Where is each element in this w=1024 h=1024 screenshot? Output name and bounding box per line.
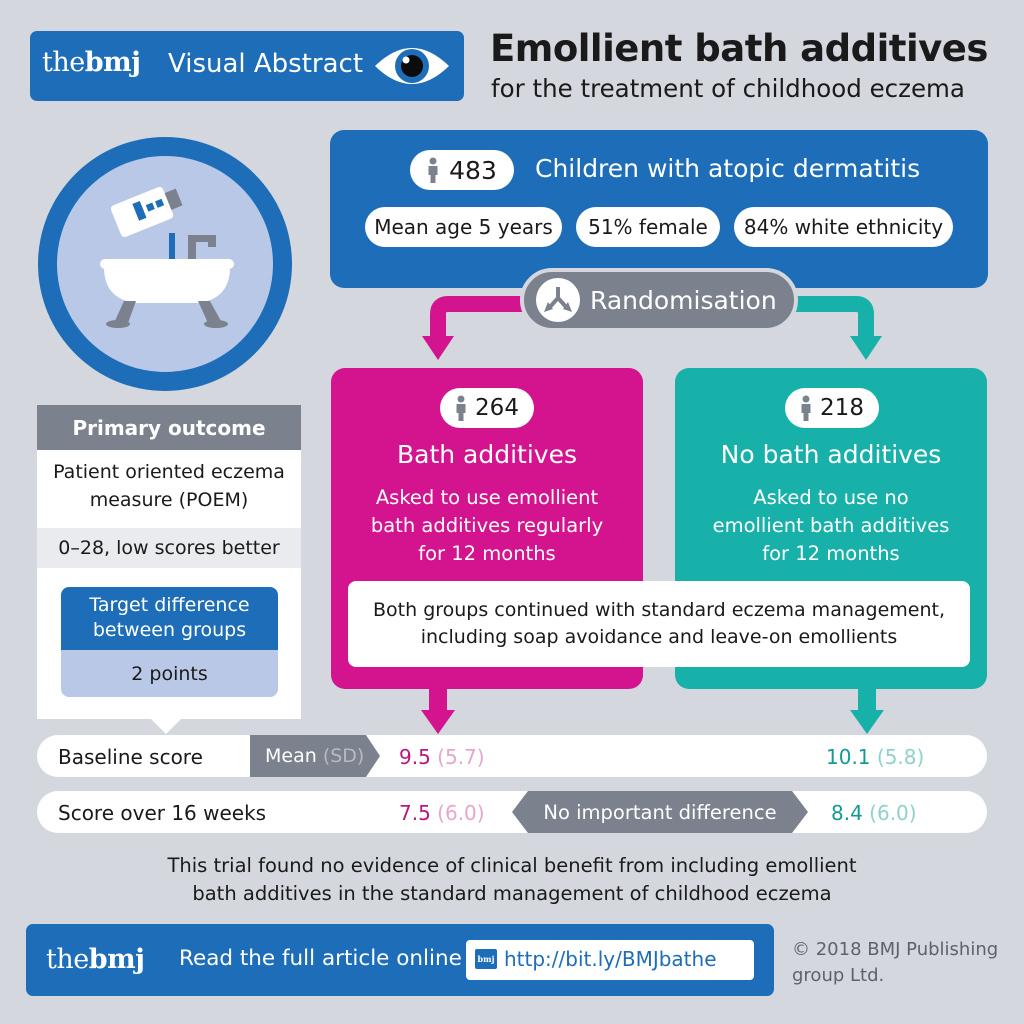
baseline-score-row [37,735,987,777]
mean-label: Mean [265,745,317,767]
arm-b-desc-line: for 12 months [762,542,900,565]
comparison-tag [512,791,808,833]
arrow-nobath-to-scores [858,686,876,712]
arrow-to-no-bath-additives [790,296,874,338]
arm-a-description: Asked to use emollient bath additives re… [331,484,643,568]
arm-a-desc-line: Asked to use emollient [375,486,599,509]
conclusion-line: This trial found no evidence of clinical… [167,854,857,877]
arrow-head-nobath-to-scores [850,710,884,734]
baseline-score-label: Baseline score [58,745,203,769]
logo-the: the [42,47,85,78]
logo-bmj: bmj [84,47,141,78]
logo-the: the [46,944,89,975]
baseline-bath-sd: (5.7) [437,745,485,769]
target-heading-line: Target difference [89,594,250,616]
person-icon [801,395,811,421]
comparison-label: No important difference [543,800,777,824]
target-difference-heading: Target difference between groups [61,587,278,650]
copyright-line: group Ltd. [792,965,885,986]
mean-sd-label: Mean (SD) [265,745,364,767]
page-title: Emollient bath additives [490,27,988,70]
primary-outcome-measure: Patient oriented eczema measure (POEM) [37,458,301,514]
randomisation-label: Randomisation [590,285,777,315]
person-icon [428,157,438,183]
visual-abstract-label: Visual Abstract [168,49,364,79]
person-icon [456,395,466,421]
baseline-nobath-mean: 10.1 [826,745,871,769]
copyright-line: © 2018 BMJ Publishing [792,939,999,960]
arrow-head-bath-additives [422,336,454,360]
article-url-box[interactable] [466,940,754,980]
copyright-notice: © 2018 BMJ Publishing group Ltd. [792,937,998,989]
week16-bath-value: 7.5 (6.0) [399,801,485,825]
target-heading-line: between groups [92,619,247,641]
week16-nobath-mean: 8.4 [831,801,863,825]
population-count-badge: 483 [410,150,514,190]
mean-sd-tag [250,735,380,777]
arm-a-desc-line: for 12 months [418,542,556,565]
arm-a-desc-line: bath additives regularly [370,514,604,537]
randomisation-icon [536,278,580,322]
baseline-nobath-sd: (5.8) [876,745,925,769]
population-count: 483 [449,155,497,185]
arm-b-description: Asked to use no emollient bath additives… [675,484,987,568]
primary-outcome-range: 0–28, low scores better [37,528,301,568]
baseline-bath-value: 9.5 (5.7) [399,745,485,769]
read-full-article-label: Read the full article online [179,946,462,971]
arm-b-title: No bath additives [720,440,942,469]
randomisation-pill: Randomisation [520,268,798,332]
chip-female: 51% female [576,207,720,247]
baseline-bath-mean: 9.5 [399,745,431,769]
arm-a-count: 264 [475,395,519,421]
page-subtitle: for the treatment of childhood eczema [491,74,965,103]
measure-line: Patient oriented eczema [53,461,285,483]
arm-b-count-badge: 218 [785,388,879,428]
arm-a-title: Bath additives [396,440,578,469]
week16-bath-sd: (6.0) [437,801,485,825]
article-url-link[interactable]: http://bit.ly/BMJbathe [504,947,717,971]
bath-icon [38,137,292,391]
week16-bath-mean: 7.5 [399,801,431,825]
both-groups-line: including soap avoidance and leave-on em… [420,626,898,648]
arm-b-desc-line: Asked to use no [753,486,909,509]
both-groups-line: Both groups continued with standard ecze… [373,599,945,621]
arrow-bath-to-scores [429,686,447,712]
measure-line: measure (POEM) [89,489,249,511]
arm-a-count-badge: 264 [440,388,534,428]
baseline-nobath-value: 10.1 (5.8) [826,745,924,769]
chip-mean-age: Mean age 5 years [365,207,562,247]
population-description: Children with atopic dermatitis [535,154,921,183]
arm-b-count: 218 [820,395,864,421]
footer-bmj-logo: thebmj [46,944,145,975]
eye-icon [375,48,449,84]
logo-bmj: bmj [88,944,145,975]
arrow-to-bath-additives [430,296,530,338]
week16-score-label: Score over 16 weeks [58,801,267,825]
arrow-head-no-bath-additives [850,336,882,360]
target-difference-box: Target difference between groups 2 point… [61,587,278,697]
sd-label: (SD) [322,745,365,767]
target-difference-value: 2 points [61,650,278,697]
week16-nobath-value: 8.4 (6.0) [831,801,917,825]
primary-outcome-pointer [150,718,182,734]
conclusion-text: This trial found no evidence of clinical… [60,852,964,908]
chip-ethnicity: 84% white ethnicity [734,207,953,247]
bmj-url-icon: bmj [475,949,497,969]
primary-outcome-heading: Primary outcome [37,405,301,450]
week16-nobath-sd: (6.0) [869,801,917,825]
conclusion-line: bath additives in the standard managemen… [192,882,832,905]
both-groups-note: Both groups continued with standard ecze… [348,581,970,667]
arm-b-desc-line: emollient bath additives [712,514,950,537]
arrow-head-bath-to-scores [421,710,455,734]
bmj-logo: thebmj [42,47,141,78]
